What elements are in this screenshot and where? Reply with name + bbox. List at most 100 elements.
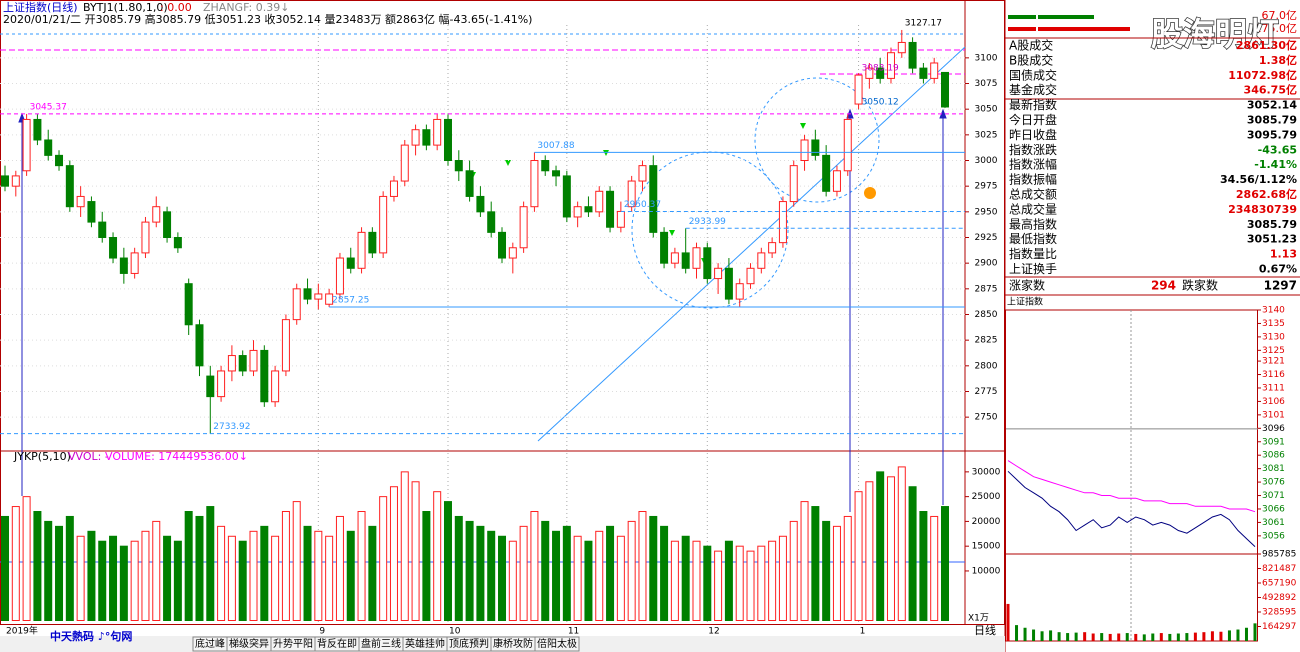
tab-label[interactable]: 顶底预判 [449, 637, 489, 650]
volume-bar [119, 545, 128, 622]
mini-y-tick-label: 3116 [1262, 370, 1285, 380]
mini-y-tick-label: 3140 [1262, 306, 1285, 316]
mini-line [1007, 460, 1256, 513]
mini-volume-bar [1040, 631, 1044, 641]
info-value: 3085.79 [1247, 218, 1297, 231]
y-tick-label: 2800 [975, 361, 998, 371]
tab-label[interactable]: 康桥攻防 [493, 637, 533, 650]
tab-label[interactable]: 升势平阳 [273, 637, 313, 650]
candle-body [152, 206, 161, 223]
tab-label[interactable]: 英雄挂帅 [405, 637, 445, 650]
volume-bar [1, 515, 9, 621]
candle-body [325, 293, 334, 305]
info-value: 2861.30亿 [1236, 38, 1297, 52]
volume-bar [908, 486, 917, 621]
candle-body [703, 247, 712, 280]
mini-volume-tick-label: 821487 [1262, 564, 1296, 574]
candle-body [865, 67, 874, 79]
candle-body [508, 247, 517, 259]
volume-bar [130, 540, 139, 622]
volume-bar [33, 511, 42, 621]
volume-bar [141, 530, 150, 621]
mini-y-tick-label: 3056 [1262, 531, 1285, 541]
candle-body [476, 195, 485, 213]
volume-bar [22, 496, 31, 621]
mini-y-tick-label: 3061 [1262, 518, 1285, 528]
signal-arrow [669, 230, 675, 236]
y-tick-label: 3025 [975, 130, 998, 140]
volume-bar [476, 525, 485, 622]
chart-title: 上证指数(日线) [3, 0, 78, 14]
candle-body [627, 180, 636, 208]
volume-bar [11, 506, 20, 621]
signal-arrow [603, 150, 609, 156]
tab-label[interactable]: 梯级突异 [229, 637, 269, 650]
tab-label[interactable]: 盘前三线 [361, 637, 401, 650]
y-tick-label: 2875 [975, 284, 998, 294]
volume-bar [238, 540, 247, 622]
volume-bar [303, 525, 312, 622]
candle-body [519, 206, 528, 249]
volume-tick-label: 20000 [972, 517, 1001, 527]
info-label: 指数振幅 [1009, 172, 1057, 187]
volume-tick-label: 25000 [972, 492, 1001, 502]
volume-bar [368, 525, 377, 622]
candle-body [44, 139, 53, 156]
period-tab[interactable]: 日线 [974, 623, 996, 637]
candle-body [886, 52, 895, 79]
info-label: 指数涨幅 [1009, 157, 1057, 172]
candle-body [724, 267, 733, 300]
candle-body [595, 190, 604, 213]
mini-volume-tick-label: 657190 [1262, 579, 1297, 589]
volume-bar [487, 530, 496, 621]
info-label: 最高指数 [1009, 216, 1057, 231]
mini-volume-bar [1210, 631, 1214, 641]
mini-y-tick-label: 3066 [1262, 504, 1285, 514]
info-label: 昨日收盘 [1009, 127, 1057, 142]
volume-bar [357, 511, 366, 621]
mini-y-tick-label: 3081 [1262, 464, 1285, 474]
x-tick-label: 11 [568, 627, 579, 637]
info-label: 最新指数 [1009, 97, 1057, 112]
candle-body [552, 170, 561, 177]
y-tick-label: 2975 [975, 182, 998, 192]
volume-bar [714, 550, 723, 621]
x-tick-label: 12 [708, 627, 719, 637]
candle-body [422, 129, 431, 146]
mini-volume-bar [1253, 623, 1257, 641]
info-value: 346.75亿 [1244, 83, 1297, 97]
tab[interactable] [534, 636, 580, 652]
candle-body [260, 349, 269, 403]
mini-y-tick-label: 3121 [1262, 357, 1285, 367]
tab-label[interactable]: 倍阳太极 [537, 637, 577, 650]
volume-bar [573, 535, 582, 621]
y-tick-label: 3000 [975, 156, 998, 166]
mini-volume-bar [1142, 634, 1146, 641]
x-tick-label: 9 [319, 627, 325, 637]
candle-body [843, 118, 852, 172]
mini-volume-bar [1083, 632, 1087, 641]
volume-bar [627, 520, 636, 622]
mini-y-tick-label: 3071 [1262, 491, 1285, 501]
candle-body [681, 252, 690, 269]
candle-body [606, 190, 615, 228]
mini-volume-bar [1185, 633, 1189, 641]
candle-body [271, 370, 280, 403]
advance-label: 涨家数 [1009, 278, 1045, 293]
volume-tick-label: 15000 [972, 542, 1001, 552]
volume-bar [692, 540, 701, 622]
mini-y-tick-label: 3106 [1262, 397, 1285, 407]
candle-body [141, 221, 150, 254]
candle-body [778, 201, 787, 244]
volume-bar [443, 501, 452, 621]
mini-volume-bar [1074, 632, 1078, 641]
tab-label[interactable]: 底过峰 [195, 637, 225, 650]
volume-bar [195, 515, 204, 621]
volume-bar [919, 511, 928, 621]
mini-volume-bar [1015, 625, 1019, 641]
tab-label[interactable]: 背反在即 [317, 637, 357, 650]
volume-bar [55, 525, 64, 622]
info-label: 指数量比 [1009, 246, 1057, 261]
y-tick-label: 2775 [975, 387, 998, 397]
volume-indicator: VVOL: - [68, 450, 109, 463]
